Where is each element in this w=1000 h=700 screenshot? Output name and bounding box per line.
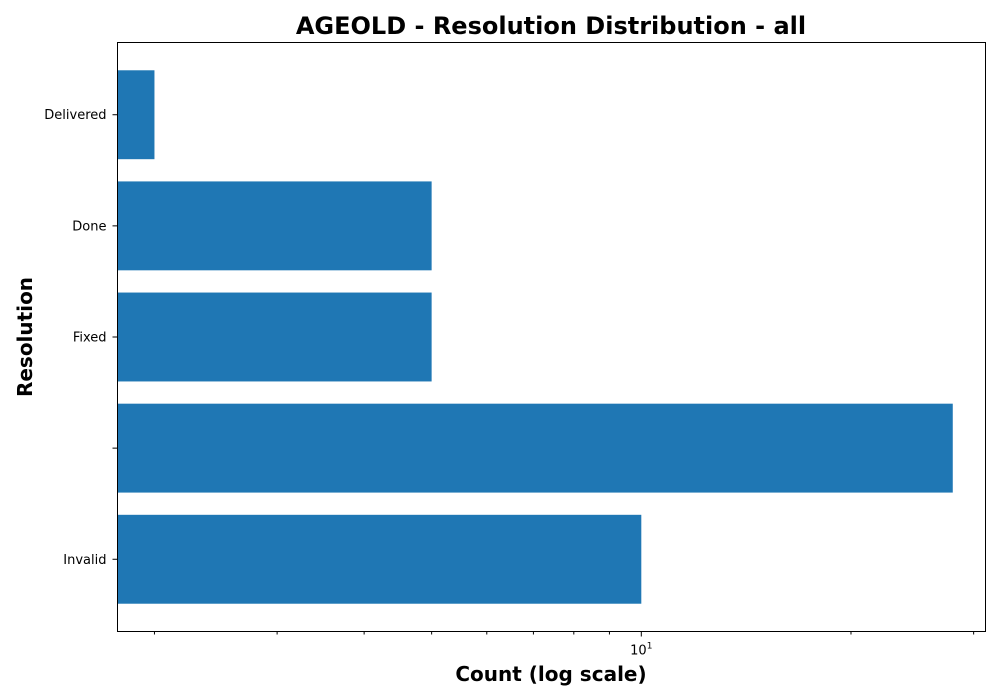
bar-fixed: [117, 292, 432, 382]
bar-blank: [117, 403, 953, 493]
y-tick-label: Delivered: [44, 108, 106, 123]
y-tick-label: Fixed: [73, 331, 107, 346]
bar-done: [117, 181, 432, 271]
y-tick-label: Done: [72, 219, 106, 234]
bar-delivered: [117, 70, 155, 160]
y-tick-label: Invalid: [63, 553, 106, 568]
x-axis-label: Count (log scale): [455, 662, 646, 686]
plot-frame: [117, 42, 986, 632]
bars-layer: [117, 70, 953, 604]
chart-title: AGEOLD - Resolution Distribution - all: [296, 12, 806, 40]
bar-invalid: [117, 514, 642, 604]
y-axis-label: Resolution: [13, 277, 37, 397]
x-tick-label: 101: [630, 642, 652, 659]
y-ticks-layer: Delivered Done Fixed Invalid: [44, 108, 118, 568]
x-ticks-layer: 101: [153, 631, 975, 659]
